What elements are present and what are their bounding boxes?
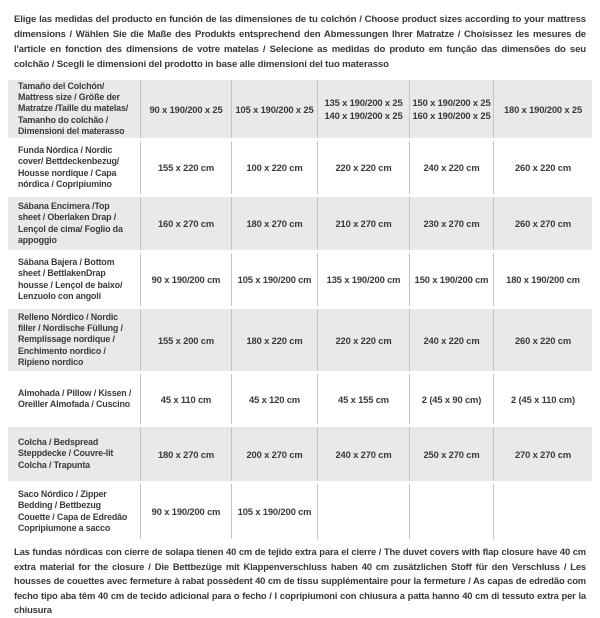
size-value-cell: 135 x 190/200 x 25 140 x 190/200 x 25 <box>318 80 410 138</box>
size-value-cell: 45 x 120 cm <box>232 374 318 424</box>
size-value-cell: 150 x 190/200 x 25 160 x 190/200 x 25 <box>410 80 494 138</box>
size-value-cell: 180 x 270 cm <box>141 427 232 481</box>
size-value-cell: 230 x 270 cm <box>410 197 494 250</box>
size-value-cell: 240 x 270 cm <box>318 427 410 481</box>
size-value-cell <box>410 484 494 539</box>
row-label: Sábana Bajera / Bottom sheet / Bettlaken… <box>8 253 141 306</box>
table-row: Funda Nórdica / Nordic cover/ Bettdecken… <box>8 141 592 194</box>
intro-text: Elige las medidas del producto en funció… <box>14 14 586 70</box>
table-row: Colcha / Bedspread Steppdecke / Couvre-l… <box>8 427 592 481</box>
size-guide-page: Elige las medidas del producto en funció… <box>0 12 600 615</box>
table-row: Relleno Nórdico / Nordic filler / Nordis… <box>8 309 592 371</box>
size-value-cell: 105 x 190/200 cm <box>232 253 318 306</box>
size-value-cell <box>494 484 592 539</box>
size-value-cell: 200 x 270 cm <box>232 427 318 481</box>
size-value-cell: 270 x 270 cm <box>514 448 572 460</box>
row-label: Sábana Encimera /Top sheet / Oberlaken D… <box>8 197 141 250</box>
table-row: Almohada / Pillow / Kissen / Oreiller Al… <box>8 374 592 424</box>
size-value-cell: 260 x 220 cm <box>514 162 572 173</box>
size-value-cell: 105 x 190/200 cm <box>232 484 318 539</box>
row-label: Relleno Nórdico / Nordic filler / Nordis… <box>8 309 141 371</box>
row-label: Saco Nórdico / Zipper Bedding / Bettbezu… <box>8 484 141 539</box>
size-value-cell: 45 x 155 cm <box>318 374 410 424</box>
size-value-cell: 2 (45 x 110 cm) <box>511 393 575 405</box>
size-value-cell: 250 x 270 cm <box>410 427 494 481</box>
size-value-cell: 155 x 200 cm <box>141 309 232 371</box>
size-value-cell: 240 x 220 cm <box>410 141 494 194</box>
table-row: Sábana Encimera /Top sheet / Oberlaken D… <box>8 197 592 250</box>
size-value-cell: 90 x 190/200 cm <box>141 253 232 306</box>
row-label: Tamaño del Colchón/ Mattress size / Größ… <box>8 80 141 138</box>
size-value-cell: 180 x 220 cm <box>232 309 318 371</box>
size-value-cell: 260 x 220 cm <box>514 334 572 346</box>
row-label: Colcha / Bedspread Steppdecke / Couvre-l… <box>8 427 141 481</box>
size-value-cell: 135 x 190/200 cm <box>318 253 410 306</box>
size-value-cell: 180 x 270 cm <box>232 197 318 250</box>
size-table: Tamaño del Colchón/ Mattress size / Größ… <box>8 80 592 539</box>
size-value-cell: 45 x 110 cm <box>141 374 232 424</box>
size-value-cell: 105 x 190/200 x 25 <box>232 80 318 138</box>
size-value-cell: 150 x 190/200 cm <box>410 253 494 306</box>
size-value-cell: 180 x 190/200 cm <box>506 274 580 285</box>
size-value-cell: 160 x 270 cm <box>141 197 232 250</box>
size-value-cell: 2 (45 x 90 cm) <box>410 374 494 424</box>
size-value-cell: 100 x 220 cm <box>232 141 318 194</box>
size-value-cell: 90 x 190/200 x 25 <box>141 80 232 138</box>
size-value-cell: 220 x 220 cm <box>318 309 410 371</box>
size-value-cell: 240 x 220 cm <box>410 309 494 371</box>
size-value-cell: 180 x 190/200 x 25 <box>503 103 583 115</box>
table-row: Saco Nórdico / Zipper Bedding / Bettbezu… <box>8 484 592 539</box>
size-value-cell: 155 x 220 cm <box>141 141 232 194</box>
footnote-text: Las fundas nórdicas con cierre de solapa… <box>14 546 586 616</box>
size-value-cell: 210 x 270 cm <box>318 197 410 250</box>
table-row: Tamaño del Colchón/ Mattress size / Größ… <box>8 80 592 138</box>
size-value-cell: 260 x 270 cm <box>514 218 572 229</box>
row-label: Funda Nórdica / Nordic cover/ Bettdecken… <box>8 141 141 194</box>
size-value-cell <box>318 484 410 539</box>
size-value-cell: 220 x 220 cm <box>318 141 410 194</box>
table-row: Sábana Bajera / Bottom sheet / Bettlaken… <box>8 253 592 306</box>
size-value-cell: 90 x 190/200 cm <box>141 484 232 539</box>
row-label: Almohada / Pillow / Kissen / Oreiller Al… <box>8 374 141 424</box>
